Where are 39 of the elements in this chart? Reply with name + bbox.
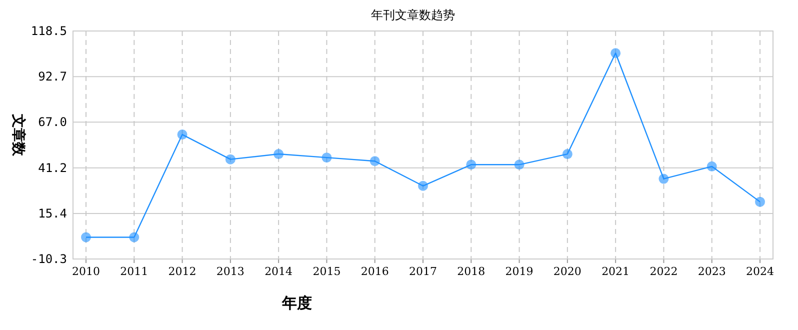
x-tick-label: 2010 [72, 265, 100, 278]
x-tick-label: 2012 [168, 265, 196, 278]
x-tick-label: 2015 [312, 265, 341, 278]
x-tick-label: 2021 [602, 265, 630, 278]
y-tick-label: 67.0 [38, 115, 67, 130]
point [514, 160, 524, 170]
point [81, 232, 91, 242]
point [706, 161, 717, 172]
y-tick-label: 118.5 [30, 24, 67, 38]
point [610, 48, 621, 58]
x-tick-label: 2017 [409, 265, 437, 278]
x-axis-title: 年度 [281, 294, 312, 312]
point [177, 130, 188, 140]
chart-title: 年刊文章数趋势 [371, 8, 455, 22]
point [370, 156, 380, 166]
point [562, 149, 572, 160]
point [466, 160, 476, 170]
point [129, 232, 140, 242]
x-tick-label: 2018 [457, 265, 486, 278]
y-tick-label: -10.3 [30, 252, 67, 266]
point [658, 174, 669, 184]
x-tick-label: 2020 [553, 265, 582, 278]
x-tick-label: 2016 [360, 265, 389, 278]
x-tick-label: 2011 [120, 265, 148, 278]
point [274, 149, 284, 160]
y-tick-label: 92.7 [38, 70, 67, 84]
x-tick-label: 2019 [505, 265, 534, 278]
x-tick-label: 2013 [216, 265, 244, 278]
y-axis-title: 文章数 [10, 113, 27, 157]
x-tick-label: 2024 [746, 265, 774, 278]
point [322, 152, 332, 163]
point [418, 180, 428, 191]
y-tick-label: 15.4 [38, 206, 67, 221]
x-tick-label: 2014 [264, 265, 293, 278]
point [225, 154, 236, 164]
point [755, 196, 765, 207]
y-tick-label: 41.2 [38, 160, 67, 175]
x-tick-label: 2022 [650, 265, 678, 278]
x-tick-label: 2023 [698, 265, 726, 278]
